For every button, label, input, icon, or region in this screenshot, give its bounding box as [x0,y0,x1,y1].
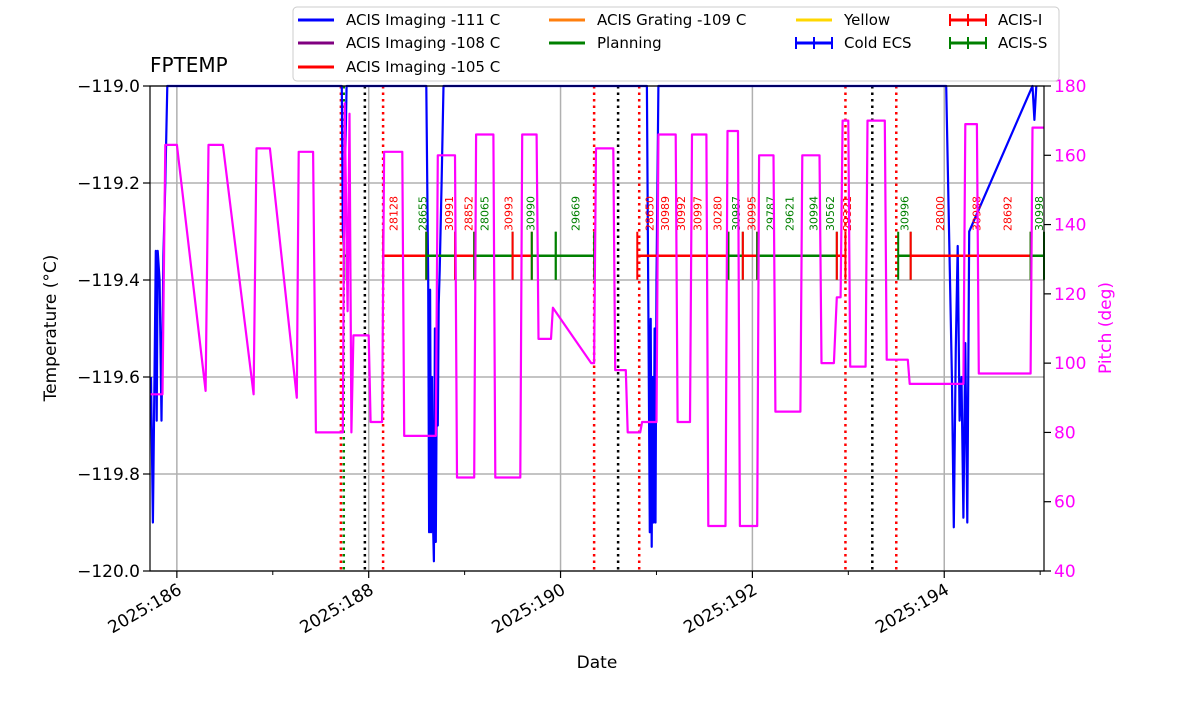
legend-label-0: ACIS Imaging -111 C [346,11,500,29]
obsid-label-2: 30991 [443,196,456,231]
obsid-label-11: 30997 [692,196,705,231]
obsid-label-17: 30994 [808,196,821,231]
y-tick-label-5: −120.0 [77,562,140,582]
y2-tick-label-0: 40 [1054,562,1076,582]
y-axis-ticks: −119.0 −119.2 −119.4 −119.6 −119.8 −120.0 [77,77,150,582]
y-tick-label-2: −119.4 [77,271,140,291]
obsid-label-21: 28000 [934,196,947,231]
x-axis-label: Date [577,653,618,673]
obsid-label-5: 30993 [503,196,516,231]
obsid-label-14: 30995 [745,196,758,231]
legend-label-8: ACIS-S [998,34,1047,52]
y2-tick-label-4: 120 [1054,285,1086,305]
legend: ACIS Imaging -111 C ACIS Imaging -108 C AC… [292,6,1060,82]
obsid-label-8: 28650 [644,196,657,231]
obsid-label-24: 30998 [1033,196,1046,231]
obsid-labels: 28128 28655 30991 28852 28065 30993 30990 29669… [387,196,1046,231]
y-tick-label-1: −119.2 [77,174,140,194]
obsid-label-9: 30989 [659,196,672,231]
legend-box [292,6,1060,82]
legend-label-2: ACIS Imaging -105 C [346,58,500,76]
obsid-label-7: 29669 [570,196,583,231]
y2-tick-label-6: 160 [1054,146,1086,166]
obsid-label-20: 30996 [899,196,912,231]
obsid-label-12: 30280 [712,196,725,231]
y-tick-label-0: −119.0 [77,77,140,97]
legend-label-6: Cold ECS [844,34,912,52]
x-tick-label-2: 2025:190 [489,580,570,638]
y-axis-label: Temperature (°C) [41,255,61,403]
y2-axis-ticks: 40 60 80 100 120 140 160 180 [1044,77,1086,582]
plot-frame [149,85,1045,572]
x-axis-ticks: 2025:186 2025:188 2025:190 2025:192 2025:194 [105,571,1041,638]
obsid-label-4: 28065 [479,196,492,231]
chart-title: FPTEMP [150,53,228,77]
y2-tick-label-5: 140 [1054,216,1086,236]
y2-tick-label-7: 180 [1054,77,1086,97]
y2-tick-label-2: 80 [1054,423,1076,443]
y2-tick-label-3: 100 [1054,354,1086,374]
legend-label-4: Planning [597,34,662,52]
x-tick-label-3: 2025:192 [680,580,761,638]
obsid-label-19: 29321 [841,196,854,231]
legend-label-3: ACIS Grating -109 C [597,11,746,29]
legend-label-7: ACIS-I [998,11,1042,29]
obsid-label-15: 29787 [764,196,777,231]
legend-label-5: Yellow [843,11,890,29]
x-tick-label-4: 2025:194 [872,580,953,638]
obsid-label-1: 28655 [416,196,429,231]
obsid-label-16: 29621 [784,196,797,231]
instrument-segments [342,231,1045,280]
y-tick-label-4: −119.8 [77,465,140,485]
pitch-series [150,102,1044,528]
legend-label-1: ACIS Imaging -108 C [346,34,500,52]
obsid-label-3: 28852 [462,196,475,231]
y2-axis-label: Pitch (deg) [1096,282,1116,374]
obsid-label-18: 30562 [824,196,837,231]
obsid-label-0: 28128 [387,196,400,231]
obsid-label-6: 30990 [525,196,538,231]
obsid-label-23: 28692 [1001,196,1014,231]
x-tick-label-1: 2025:188 [297,580,378,638]
y-tick-label-3: −119.6 [77,368,140,388]
obsid-label-10: 30992 [675,196,688,231]
event-vertical-lines [339,86,898,571]
x-tick-label-0: 2025:186 [105,580,186,638]
obsid-label-13: 30987 [730,196,743,231]
series-line-1 [150,102,1044,528]
y2-tick-label-1: 60 [1054,493,1076,513]
